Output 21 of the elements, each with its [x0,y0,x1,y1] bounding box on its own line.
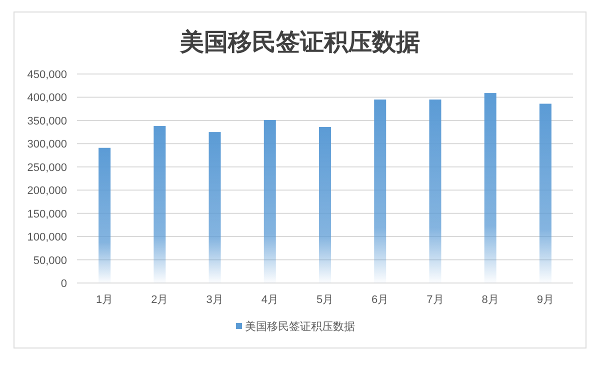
xtick: 8月 [482,294,499,306]
y-tick-label: 450,000 [27,69,67,81]
y-tick-label: 200,000 [27,185,67,198]
xtick: 5月 [316,294,334,306]
xtick: 2月 [151,294,168,306]
y-tick-label: 300,000 [27,138,67,151]
xtick: 3月 [206,294,224,306]
y-tick-label: 150,000 [27,208,67,220]
xtick: 1月 [96,294,114,306]
y-tick-label: 100,000 [27,232,67,244]
xtick: 7月 [426,294,444,306]
legend: 美国移民签证积压数据 [245,321,355,333]
y-tick-label: 50,000 [33,254,67,267]
title: 美国移民签证积压数据 [180,30,420,56]
xtick: 6月 [372,294,389,306]
xtick: 4月 [261,294,278,306]
y-tick-label: 350,000 [27,115,67,128]
y-tick-label: 0 [60,278,67,290]
y-tick-label: 400,000 [27,92,67,104]
xtick: 9月 [536,294,554,306]
y-tick-label: 250,000 [27,162,67,174]
